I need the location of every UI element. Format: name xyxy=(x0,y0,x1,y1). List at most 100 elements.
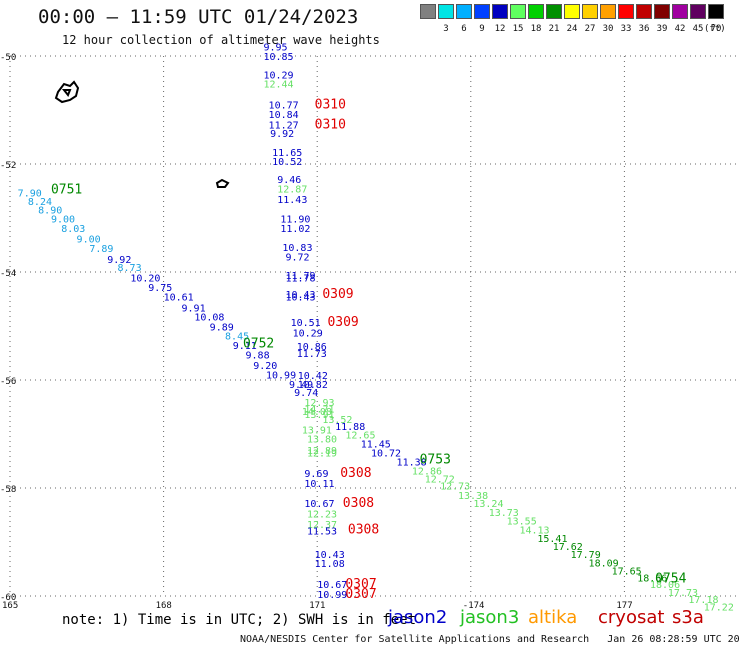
legend-jason3: jason3 xyxy=(460,607,520,628)
wave-height-reading: 9.95 xyxy=(263,43,287,54)
legend-swatch xyxy=(582,4,598,19)
pass-time-label: 0309 xyxy=(327,315,358,330)
wave-height-reading: 13.38 xyxy=(458,491,488,502)
wave-height-reading: 10.72 xyxy=(371,449,401,460)
wave-height-reading: 11.27 xyxy=(269,120,299,131)
lat-label: -60 xyxy=(0,593,16,603)
legend-label: 18 xyxy=(530,24,542,34)
legend-label: 39 xyxy=(656,24,668,34)
wave-height-reading: 9.92 xyxy=(270,129,294,140)
legend-label: 70 xyxy=(710,24,722,34)
wave-height-reading: 14.08 xyxy=(302,407,332,418)
map-note: note: 1) Time is in UTC; 2) SWH is in fe… xyxy=(62,612,417,628)
wave-height-reading: 13.55 xyxy=(507,517,537,528)
wave-height-reading: 17.22 xyxy=(704,603,734,614)
legend-s3a: s3a xyxy=(672,607,704,628)
legend-label: 9 xyxy=(479,24,485,34)
legend-label: 15 xyxy=(512,24,524,34)
legend-swatch xyxy=(474,4,490,19)
wave-height-reading: 9.00 xyxy=(77,234,101,245)
wave-height-reading: 11.65 xyxy=(272,148,302,159)
wave-height-reading: 7.90 xyxy=(18,188,42,199)
pass-time-label: 0308 xyxy=(343,496,374,511)
wave-height-reading: 9.72 xyxy=(285,253,309,264)
island-campbell xyxy=(215,178,230,188)
wave-height-reading: 11.88 xyxy=(335,422,365,433)
wave-height-reading: 12.93 xyxy=(304,398,334,409)
wave-height-reading: 9.91 xyxy=(182,303,206,314)
legend-swatch xyxy=(528,4,544,19)
wave-height-reading: 9.69 xyxy=(304,469,328,480)
wave-height-reading: 9.75 xyxy=(148,283,172,294)
credit-line: NOAA/NESDIS Center for Satellite Applica… xyxy=(240,634,740,645)
lat-label: -52 xyxy=(0,161,16,171)
wave-height-reading: 11.43 xyxy=(277,195,307,206)
wave-height-reading: 10.61 xyxy=(164,293,194,304)
wave-height-reading: 10.85 xyxy=(263,52,293,63)
wave-height-reading: 10.29 xyxy=(293,328,323,339)
legend-swatch xyxy=(636,4,652,19)
legend-label: 42 xyxy=(674,24,686,34)
pass-time-label: 0751 xyxy=(51,183,82,198)
lat-label: -56 xyxy=(0,377,16,387)
wave-height-reading: 12.19 xyxy=(307,449,337,460)
wave-height-reading: 10.52 xyxy=(272,157,302,168)
wave-height-reading: 9.00 xyxy=(51,214,75,225)
wave-height-reading: 14.71 xyxy=(304,404,334,415)
island-outlines xyxy=(54,80,230,188)
wave-height-reading: 10.42 xyxy=(298,371,328,382)
legend-swatch xyxy=(546,4,562,19)
wave-height-reading: 13.91 xyxy=(302,425,332,436)
wave-height-reading: 11.45 xyxy=(361,440,391,451)
wave-height-reading: 13.73 xyxy=(489,508,519,519)
wave-height-reading: 10.83 xyxy=(282,243,312,254)
legend-swatch xyxy=(456,4,472,19)
wave-height-reading: 17.79 xyxy=(571,550,601,561)
wave-height-reading: 10.11 xyxy=(304,479,334,490)
wave-height-reading: 10.43 xyxy=(285,290,315,301)
wave-height-reading: 10.99 xyxy=(266,370,296,381)
wave-height-reading: 10.51 xyxy=(291,318,321,329)
wave-height-reading: 10.67 xyxy=(317,580,347,591)
wave-height-reading: 18.09 xyxy=(589,558,619,569)
lat-label: -58 xyxy=(0,485,16,495)
legend-label: 30 xyxy=(602,24,614,34)
legend-label: 3 xyxy=(443,24,449,34)
wave-height-reading: 9.11 xyxy=(233,341,257,352)
wave-height-reading: 17.18 xyxy=(688,595,718,606)
wave-height-reading: 10.29 xyxy=(263,71,293,82)
legend-label: 36 xyxy=(638,24,650,34)
pass-time-label: 0310 xyxy=(315,117,346,132)
wave-height-reading: 8.45 xyxy=(225,332,249,343)
wave-height-reading: 12.89 xyxy=(307,446,337,457)
legend-swatch xyxy=(564,4,580,19)
wave-height-reading: 11.79 xyxy=(285,271,315,282)
lon-label: 171 xyxy=(309,601,325,611)
longitude-labels: 165 168 171 -174 177 xyxy=(2,601,633,611)
wave-height-reading: 9.49 xyxy=(289,380,313,391)
wave-height-reading: 9.46 xyxy=(277,175,301,186)
map-title: 00:00 – 11:59 UTC 01/24/2023 xyxy=(38,6,359,28)
latitude-labels: -50 -52 -54 -56 -58 -60 xyxy=(0,53,16,603)
wave-height-reading: 9.92 xyxy=(107,255,131,266)
wave-height-reading: 8.24 xyxy=(28,197,52,208)
legend-altika: altika xyxy=(528,607,578,628)
wave-height-reading: 11.08 xyxy=(315,559,345,570)
wave-height-reading: 11.78 xyxy=(285,274,315,285)
wave-height-reading: 12.87 xyxy=(277,185,307,196)
wave-height-reading: 10.43 xyxy=(285,293,315,304)
wave-height-reading: 18.66 xyxy=(637,573,667,584)
pass-time-label: 0308 xyxy=(348,522,379,537)
wave-height-reading: 10.84 xyxy=(269,110,299,121)
wave-height-reading: 12.23 xyxy=(307,510,337,521)
wave-height-reading: 7.89 xyxy=(89,244,113,255)
wave-height-reading: 10.67 xyxy=(304,499,334,510)
legend-swatch xyxy=(438,4,454,19)
pass-time-label: 0310 xyxy=(315,97,346,112)
wave-height-reading: 13.52 xyxy=(322,415,352,426)
legend-jason2: jason2 xyxy=(388,607,448,628)
lat-lon-grid xyxy=(9,55,740,597)
wave-height-reading: 9.74 xyxy=(294,388,318,399)
legend-unit: (ft) xyxy=(704,24,726,34)
